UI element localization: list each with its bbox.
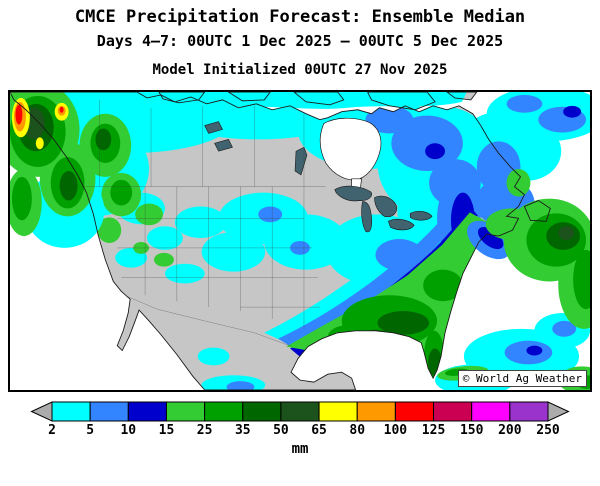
valid-period-subtitle: Days 4–7: 00UTC 1 Dec 2025 — 00UTC 5 Dec… — [96, 32, 504, 50]
precip-map: © World Ag Weather — [8, 90, 592, 392]
watermark: © World Ag Weather — [457, 370, 587, 387]
scale-tick-label: 2 — [48, 423, 56, 438]
scale-tick-label: 200 — [498, 423, 522, 438]
model-init-line: Model Initialized 00UTC 27 Nov 2025 — [152, 62, 448, 78]
scale-ticks: 2 5 10 15 25 35 50 65 80 100 125 150 200 250 — [30, 423, 570, 438]
scale-svg — [30, 401, 570, 422]
north-america-precip-svg — [10, 92, 590, 390]
scale-tick-label: 35 — [234, 423, 251, 438]
scale-tick-label: 25 — [196, 423, 213, 438]
scale-tick-label: 65 — [311, 423, 327, 438]
scale-tick-label: 100 — [383, 423, 408, 438]
lakes-layer — [204, 117, 433, 233]
borders-layer — [71, 99, 326, 347]
unit-label: mm — [291, 441, 309, 457]
scale-tick-label: 50 — [273, 423, 289, 438]
scale-tick-label: 5 — [86, 423, 95, 438]
scale-tick-label: 15 — [158, 423, 175, 438]
precip-color-scale — [30, 401, 570, 422]
scale-tick-label: 250 — [536, 423, 560, 438]
page-title: CMCE Precipitation Forecast: Ensemble Me… — [74, 7, 526, 27]
scale-tick-label: 10 — [120, 423, 137, 438]
scale-tick-label: 80 — [349, 423, 366, 438]
scale-tick-label: 125 — [421, 423, 446, 438]
scale-tick-label: 150 — [459, 423, 484, 438]
coastline-layer — [10, 92, 551, 390]
precip-layer-ocean — [10, 92, 590, 390]
